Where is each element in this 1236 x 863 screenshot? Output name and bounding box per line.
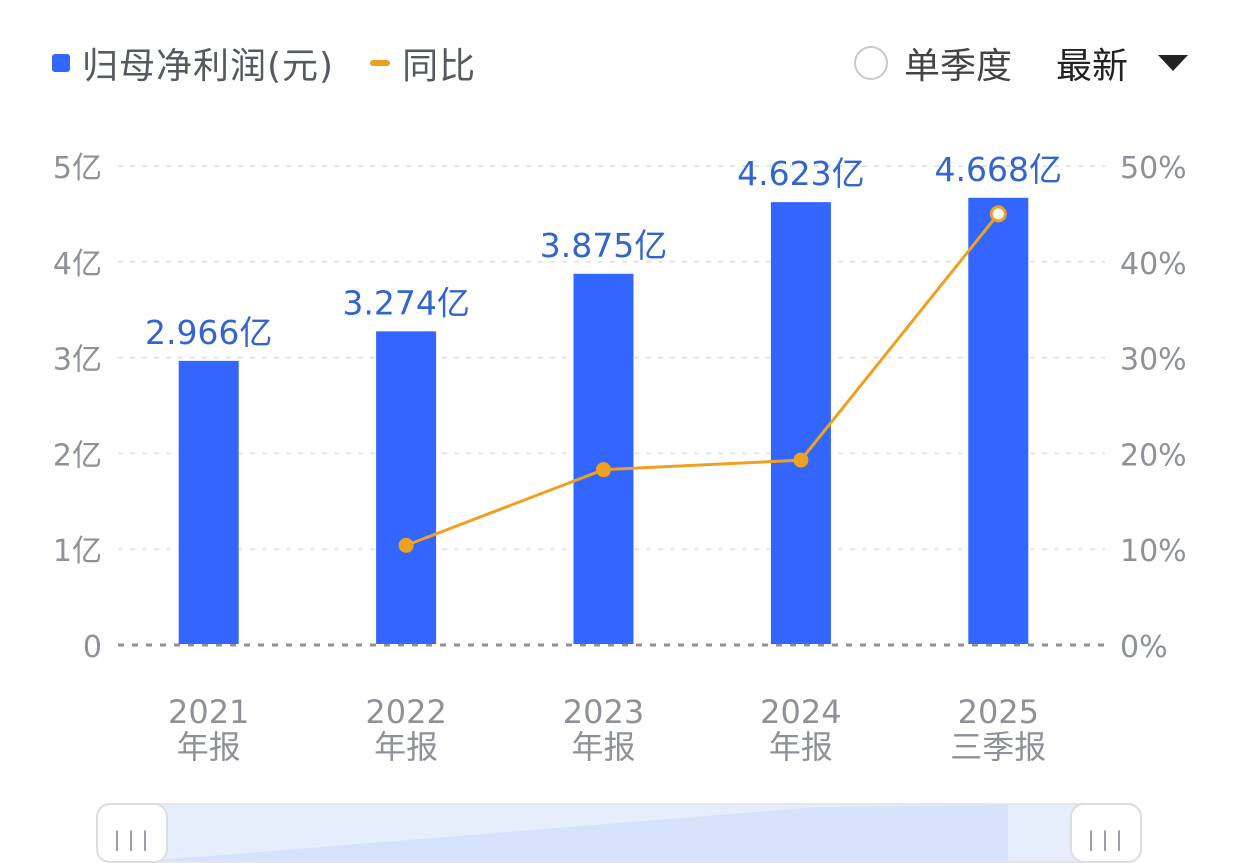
x-tick-label-year: 2024	[760, 693, 841, 731]
y-right-tick-label: 10%	[1120, 534, 1187, 569]
x-tick-label-period: 年报	[177, 728, 241, 766]
bar-value-label: 3.875亿	[540, 226, 667, 265]
yoy-point	[793, 452, 809, 468]
y-left-tick-label: 1亿	[53, 534, 102, 569]
bar-value-label: 4.668亿	[935, 150, 1062, 189]
x-tick-label-period: 年报	[769, 728, 833, 766]
legend-net-profit-label: 归母净利润(元)	[82, 46, 335, 87]
yoy-line	[405, 212, 1000, 547]
sort-dropdown-label[interactable]: 最新	[1055, 46, 1128, 87]
x-tick-label-year: 2022	[365, 693, 446, 731]
yoy-point	[398, 537, 414, 553]
grip-icon: |||	[110, 827, 154, 851]
y-left-tick-label: 2亿	[53, 438, 102, 473]
bar	[770, 202, 831, 645]
legend-yoy-label: 同比	[402, 46, 477, 87]
grip-icon: |||	[1084, 827, 1128, 851]
range-slider-preview	[98, 805, 1140, 861]
y-right-tick-label: 20%	[1120, 438, 1187, 473]
x-tick-label-year: 2025	[958, 693, 1039, 731]
yoy-point	[596, 462, 611, 478]
y-right-tick-label: 50%	[1120, 151, 1187, 186]
bar-value-label: 3.274亿	[342, 283, 469, 322]
x-tick-label-year: 2021	[168, 693, 249, 731]
x-tick-label-year: 2023	[563, 693, 644, 731]
x-tick-label-period: 年报	[571, 728, 635, 766]
x-tick-label-period: 年报	[374, 728, 438, 766]
range-slider-right-handle[interactable]: |||	[1070, 803, 1142, 863]
range-slider-left-handle[interactable]: |||	[96, 803, 168, 863]
bar	[376, 331, 437, 644]
bar	[968, 197, 1029, 644]
bar	[573, 273, 634, 644]
bar-value-label: 4.623亿	[737, 154, 864, 193]
net-profit-chart: 0 1亿 2亿 3亿 4亿 5亿 0% 10% 20% 30% 40% 50% 2.966亿 3.274亿…	[53, 150, 1187, 766]
chevron-down-icon[interactable]	[1158, 55, 1188, 71]
y-left-tick-label: 4亿	[53, 247, 102, 282]
single-quarter-radio[interactable]	[853, 46, 888, 80]
legend-line-swatch	[370, 60, 391, 66]
y-right-tick-label: 0%	[1120, 630, 1168, 665]
legend-item-net-profit[interactable]: 归母净利润(元)	[52, 37, 334, 89]
yoy-point	[989, 205, 1007, 223]
y-left-tick-label: 0	[83, 630, 102, 665]
range-slider-track[interactable]	[96, 803, 1142, 863]
legend-bar-swatch	[52, 54, 70, 72]
bar-value-label: 2.966亿	[145, 313, 272, 352]
x-tick-label-period: 三季报	[950, 728, 1046, 766]
y-right-tick-label: 40%	[1120, 247, 1187, 282]
y-right-tick-label: 30%	[1120, 343, 1187, 378]
y-left-tick-label: 5亿	[53, 151, 102, 186]
chart-controls: 单季度 最新	[853, 38, 1188, 88]
y-left-tick-label: 3亿	[53, 343, 102, 378]
chart-legend: 归母净利润(元) 同比	[52, 38, 512, 88]
legend-item-yoy[interactable]: 同比	[370, 37, 476, 89]
bar	[178, 360, 239, 644]
single-quarter-label[interactable]: 单季度	[903, 46, 1012, 87]
